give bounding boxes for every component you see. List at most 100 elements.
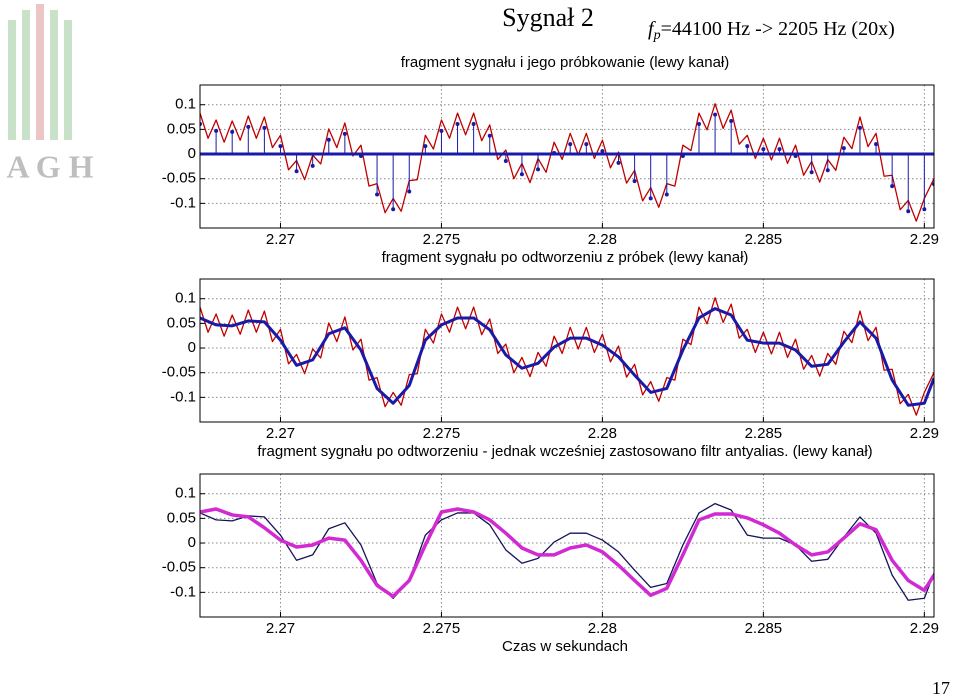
stem-marker (761, 147, 766, 152)
x-tick-label: 2.28 (588, 231, 617, 248)
stem-marker (713, 112, 718, 117)
y-tick-label: 0.1 (175, 290, 196, 307)
plot (200, 297, 934, 416)
logo-text: A G H (6, 148, 93, 184)
stem-marker (648, 196, 653, 201)
x-tick-label: 2.285 (745, 231, 783, 248)
stem-marker (632, 179, 637, 184)
stem-marker (664, 192, 669, 197)
stem-marker (310, 163, 315, 168)
stem-marker (375, 192, 380, 197)
stem-marker (423, 144, 428, 149)
stem-marker (777, 147, 782, 152)
plot-frame (199, 84, 935, 229)
plot-frame (199, 473, 935, 618)
y-tick-label: 0.05 (167, 509, 196, 526)
plot (200, 502, 934, 601)
x-tick-label: 2.275 (423, 620, 461, 637)
stem-marker (825, 168, 830, 173)
stem-marker (841, 146, 846, 151)
y-tick-label: -0.1 (170, 583, 196, 600)
stem-marker (874, 142, 879, 147)
stem-marker (246, 124, 251, 129)
y-tick-label: -0.1 (170, 194, 196, 211)
stem-marker (326, 137, 331, 142)
series-line (200, 307, 934, 407)
plot-area (200, 279, 934, 422)
stem-marker (600, 149, 605, 154)
y-tick-label: 0.05 (167, 314, 196, 331)
stem-marker (729, 118, 734, 123)
chart-title: fragment sygnału po odtworzeniu - jednak… (257, 443, 872, 460)
x-tick-label: 2.29 (910, 620, 939, 637)
stem-marker (616, 160, 621, 165)
stem-marker (230, 129, 235, 134)
x-tick-label: 2.275 (423, 231, 461, 248)
stem-marker (503, 158, 508, 163)
x-tick-label: 2.285 (745, 620, 783, 637)
stem-marker (857, 125, 862, 130)
y-tick-label: 0.1 (175, 485, 196, 502)
page-number: 17 (932, 678, 950, 698)
logo-stripe (50, 10, 58, 140)
series-line (200, 103, 934, 222)
x-tick-label: 2.29 (910, 425, 939, 442)
rate: fp=44100 Hz -> 2205 Hz (20x) (648, 18, 895, 44)
logo-stripe (22, 10, 30, 140)
y-tick-label: 0.05 (167, 120, 196, 137)
y-tick-label: -0.05 (162, 170, 196, 187)
logo: A G H (6, 4, 94, 184)
plot-area (200, 474, 934, 617)
stem-marker (696, 121, 701, 126)
x-tick-label: 2.28 (588, 620, 617, 637)
stem-marker (391, 207, 396, 212)
chart: fragment sygnału po odtworzeniu - jednak… (162, 443, 939, 655)
y-tick-label: -0.05 (162, 364, 196, 381)
y-tick-label: -0.1 (170, 388, 196, 405)
stem-marker (584, 142, 589, 147)
stem-marker (809, 170, 814, 175)
x-tick-label: 2.27 (266, 620, 295, 637)
stem-marker (471, 121, 476, 126)
logo-stripe (36, 4, 44, 140)
stem-marker (487, 133, 492, 138)
x-axis-label: Czas w sekundach (502, 638, 628, 655)
x-tick-label: 2.275 (423, 425, 461, 442)
stem-marker (890, 184, 895, 189)
stem-marker (439, 128, 444, 133)
stem-marker (519, 172, 524, 177)
x-tick-label: 2.28 (588, 425, 617, 442)
stem-marker (262, 125, 267, 130)
y-tick-label: 0 (188, 145, 196, 162)
plot-frame (199, 278, 935, 423)
stem-marker (906, 209, 911, 214)
x-tick-label: 2.285 (745, 425, 783, 442)
stem-marker (455, 121, 460, 126)
x-tick-label: 2.29 (910, 231, 939, 248)
stem-marker (922, 207, 927, 212)
y-tick-label: -0.05 (162, 559, 196, 576)
stem-marker (294, 169, 299, 174)
x-tick-label: 2.27 (266, 231, 295, 248)
stem-marker (745, 144, 750, 149)
chart-title: fragment sygnału po odtworzeniu z próbek… (382, 249, 749, 266)
chart: fragment sygnału po odtworzeniu z próbek… (162, 249, 939, 442)
stem-marker (536, 167, 541, 172)
logo-stripe (8, 20, 16, 140)
rate-symbol: f (648, 18, 656, 40)
chart-title: fragment sygnału i jego próbkowanie (lew… (401, 54, 730, 71)
stem-marker (568, 142, 573, 147)
rate-sub: p (653, 28, 661, 43)
stem-marker (278, 144, 283, 149)
chart: fragment sygnału i jego próbkowanie (lew… (162, 54, 939, 248)
stem-marker (214, 128, 219, 133)
x-tick-label: 2.27 (266, 425, 295, 442)
y-tick-label: 0.1 (175, 96, 196, 113)
plot-area (200, 85, 934, 228)
y-tick-label: 0 (188, 534, 196, 551)
logo-stripe (64, 20, 72, 140)
rate-text: =44100 Hz -> 2205 Hz (20x) (661, 18, 895, 40)
stem-marker (342, 131, 347, 136)
